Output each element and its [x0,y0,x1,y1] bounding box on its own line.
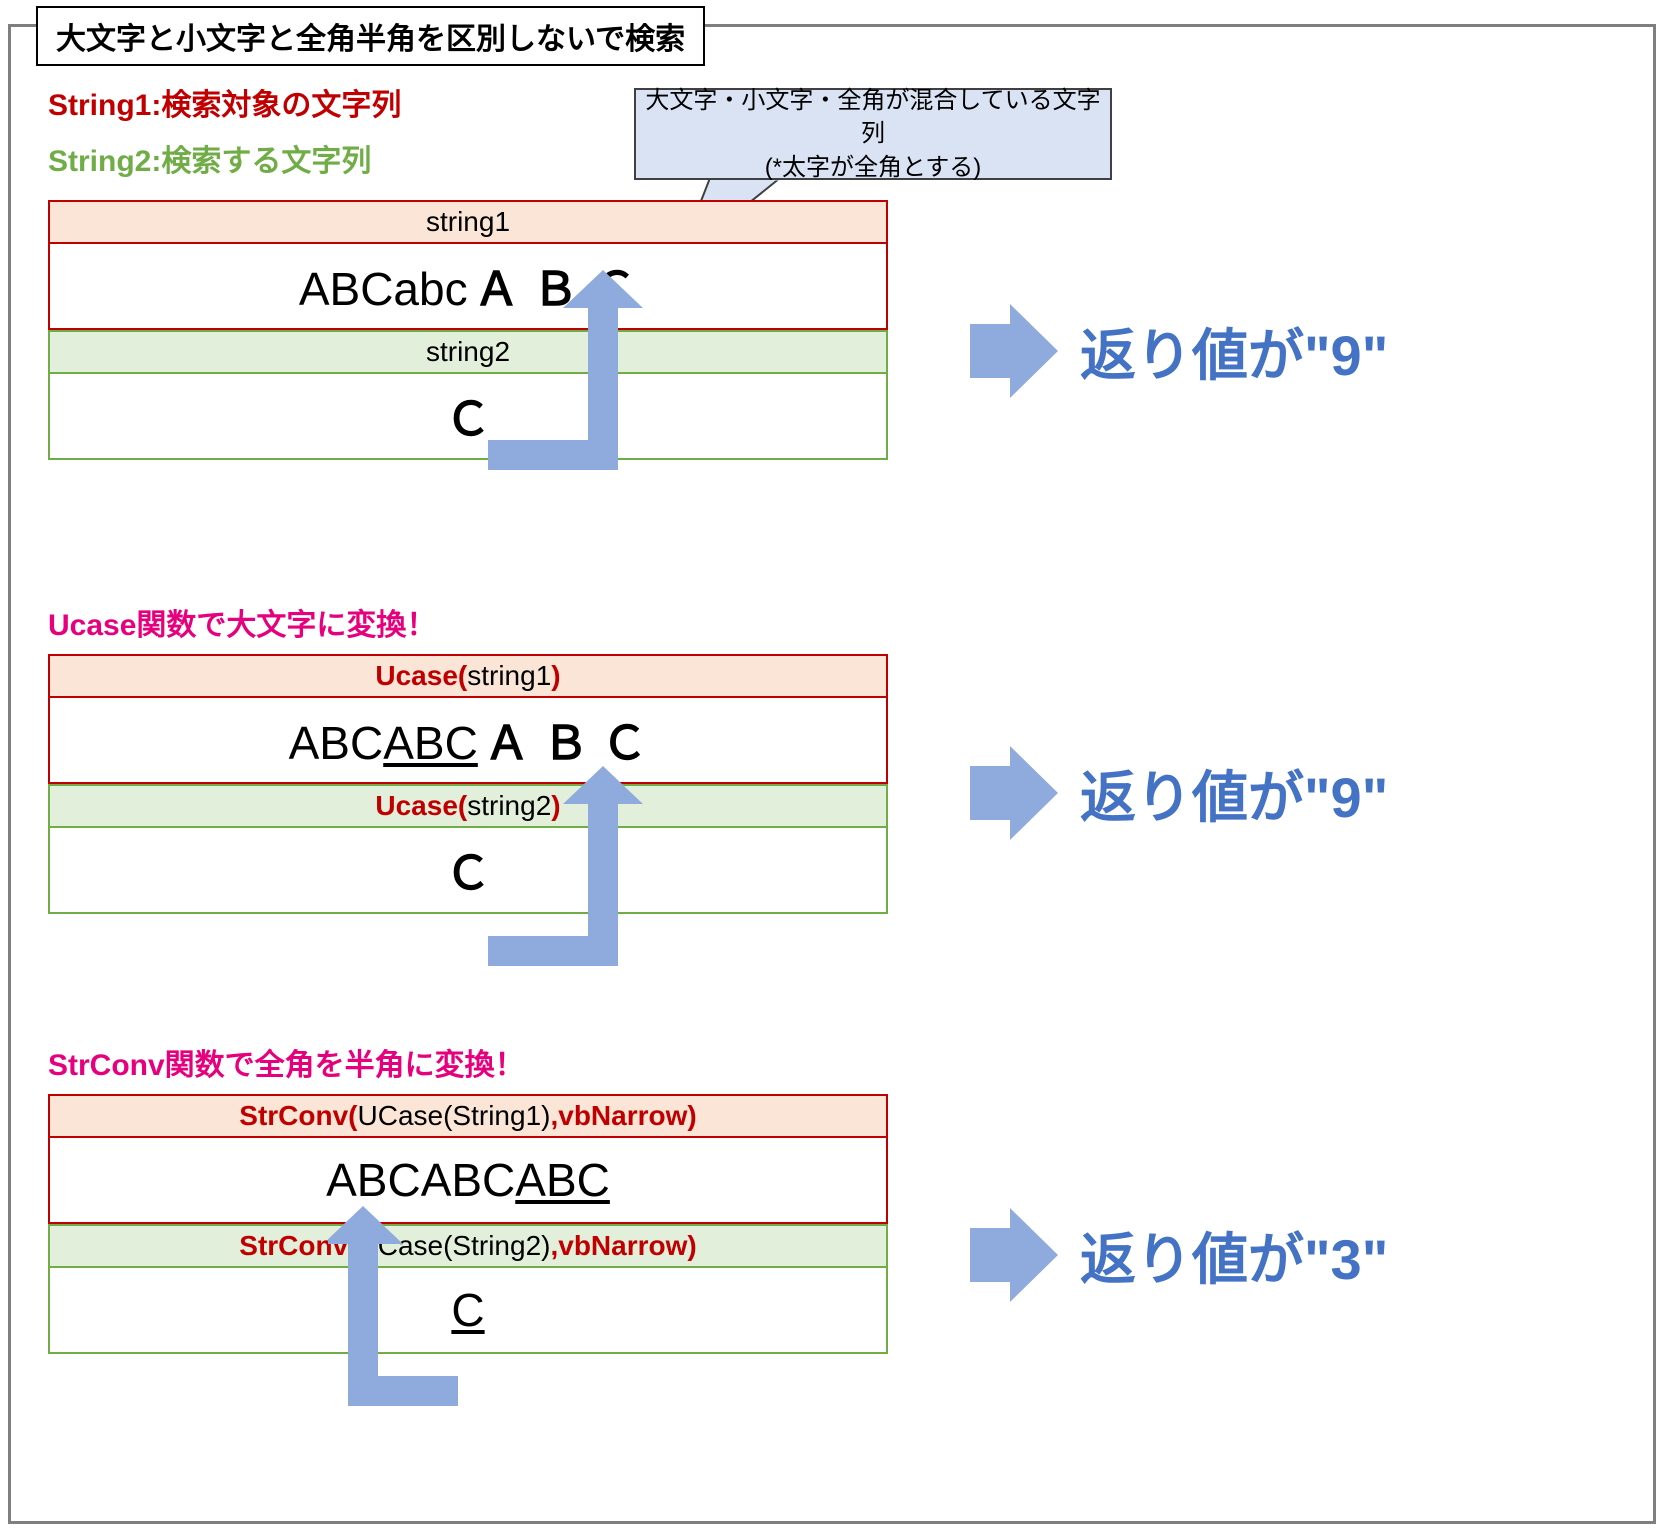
section2-val2-text: Ｃ [445,837,491,903]
string2-def: String2:検索する文字列 [48,136,401,180]
section2-val1-p2: ABC [383,716,478,770]
result-3: 返り値が"3" [970,1200,1388,1310]
section2-label: Ucase関数で大文字に変換！ [48,600,888,644]
section-1: string1 ABCabc Ａ Ｂ Ｃ string2 Ｃ [48,200,888,460]
section1-val2-text: Ｃ [445,383,491,449]
section3-hdr1-arg: UCase(String1) [358,1100,551,1132]
section3-hdr2-fn2: vbNarrow) [558,1230,696,1262]
section3-label: StrConv関数で全角を半角に変換！ [48,1040,888,1084]
section2-val1-bold: Ａ Ｂ Ｃ [484,707,648,773]
section2-hdr1-arg: string1 [467,660,551,692]
result2-text: 返り値が"9" [1080,753,1388,834]
section1-up-arrow-icon [488,270,688,480]
result1-text: 返り値が"9" [1080,311,1388,392]
section2-up-arrow-icon [488,766,688,976]
section2-boxes: Ucase(string1) ABCABC Ａ Ｂ Ｃ Ucase(string… [48,654,888,914]
section2-val1-p1: ABC [289,716,384,770]
section3-boxes: StrConv(UCase(String1), vbNarrow) ABCABC… [48,1094,888,1354]
section1-val1-normal: ABCabc [299,262,468,316]
section1-val1: ABCabc Ａ Ｂ Ｃ [48,244,888,330]
right-arrow-icon [970,296,1060,406]
section3-hdr1-sep: , [550,1100,558,1132]
string1-def: String1:検索対象の文字列 [48,80,401,124]
section2-hdr2-fn: Ucase( [375,790,467,822]
callout-line1: 大文字・小文字・全角が混合している文字列 [636,84,1110,151]
callout-line2: (*太字が全角とする) [765,151,982,185]
section2-hdr1-close: ) [551,660,560,692]
section1-val2: Ｃ [48,374,888,460]
section1-boxes: string1 ABCabc Ａ Ｂ Ｃ string2 Ｃ [48,200,888,460]
callout-box: 大文字・小文字・全角が混合している文字列 (*太字が全角とする) [634,88,1112,180]
result-2: 返り値が"9" [970,738,1388,848]
right-arrow-icon [970,1200,1060,1310]
section3-val2: C [48,1268,888,1354]
section2-hdr1-fn: Ucase( [375,660,467,692]
string-definitions: String1:検索対象の文字列 String2:検索する文字列 [48,80,401,180]
section3-hdr2: StrConv(UCase(String2), vbNarrow) [48,1224,888,1268]
section1-hdr2: string2 [48,330,888,374]
section2-hdr1: Ucase(string1) [48,654,888,698]
section3-up-arrow-icon [328,1206,468,1416]
result3-text: 返り値が"3" [1080,1215,1388,1296]
section3-hdr1-fn1: StrConv( [239,1100,357,1132]
section-2: Ucase関数で大文字に変換！ Ucase(string1) ABCABC Ａ … [48,600,888,914]
result-1: 返り値が"9" [970,296,1388,406]
section2-hdr2: Ucase(string2) [48,784,888,828]
section3-hdr2-sep: , [550,1230,558,1262]
section3-hdr1: StrConv(UCase(String1), vbNarrow) [48,1094,888,1138]
section3-val1-p1: ABCABC [326,1153,515,1207]
section3-val1: ABCABCABC [48,1138,888,1224]
section1-hdr1: string1 [48,200,888,244]
section2-val2: Ｃ [48,828,888,914]
section3-val1-p2: ABC [515,1153,610,1207]
frame-title: 大文字と小文字と全角半角を区別しないで検索 [36,6,705,66]
section2-val1: ABCABC Ａ Ｂ Ｃ [48,698,888,784]
right-arrow-icon [970,738,1060,848]
section3-hdr1-fn2: vbNarrow) [558,1100,696,1132]
section-3: StrConv関数で全角を半角に変換！ StrConv(UCase(String… [48,1040,888,1354]
